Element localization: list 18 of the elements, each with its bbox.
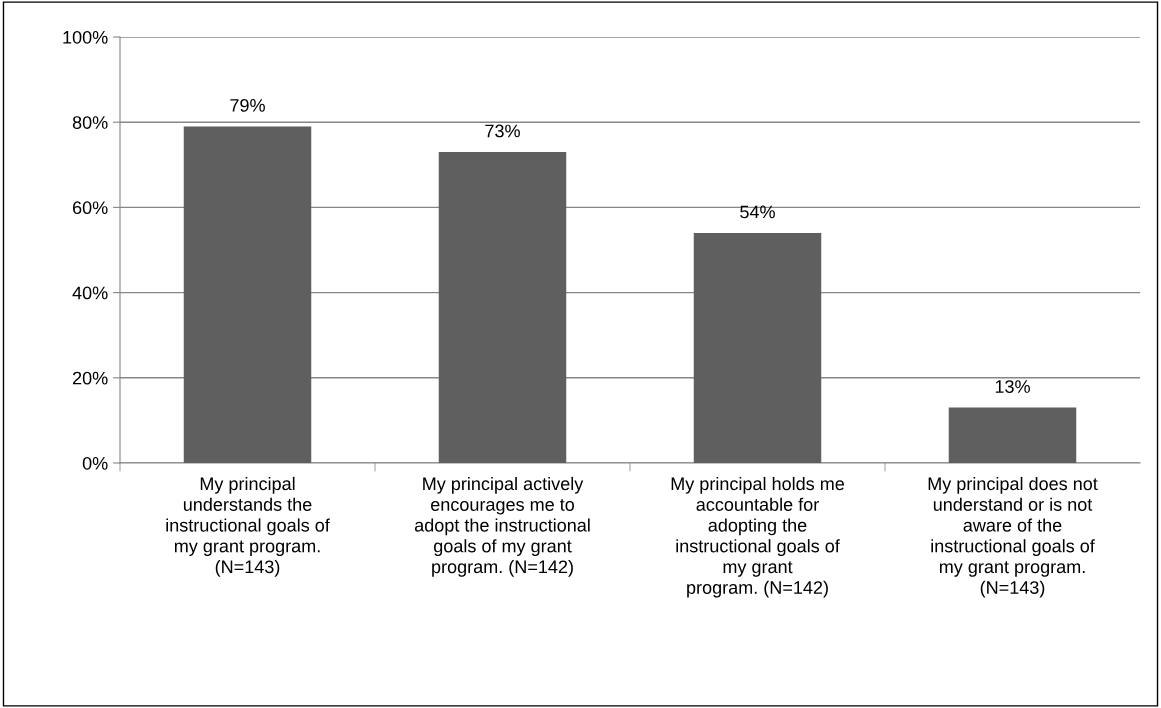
data-label: 79% <box>230 98 265 112</box>
bar <box>693 232 822 463</box>
y-tick-label: 80% <box>72 116 108 129</box>
y-tick-label: 0% <box>82 456 108 470</box>
y-tick-label: 40% <box>72 286 108 300</box>
x-tick-label: My principal holds me accountable for adopting the instructional goals of my grant program. (N=142) <box>671 476 845 598</box>
y-tick-label: 100% <box>63 30 108 44</box>
bar <box>183 126 312 463</box>
x-tick-label: My principal actively encourages me to adopt the instructional goals of my grant program. (N=142) <box>414 476 590 577</box>
bar <box>438 152 567 463</box>
y-tick-label: 60% <box>72 201 108 215</box>
data-label: 13% <box>995 380 1030 393</box>
x-tick-label: My principal understands the instructional goals of my grant program. (N=143) <box>166 476 330 577</box>
x-tick-label: My principal does not understand or is not aware of the instructional goals of my grant program. (N=143) <box>928 476 1098 598</box>
y-tick-label: 20% <box>72 371 108 385</box>
data-label: 54% <box>740 205 775 219</box>
bar <box>948 407 1077 463</box>
data-label: 73% <box>485 124 520 138</box>
